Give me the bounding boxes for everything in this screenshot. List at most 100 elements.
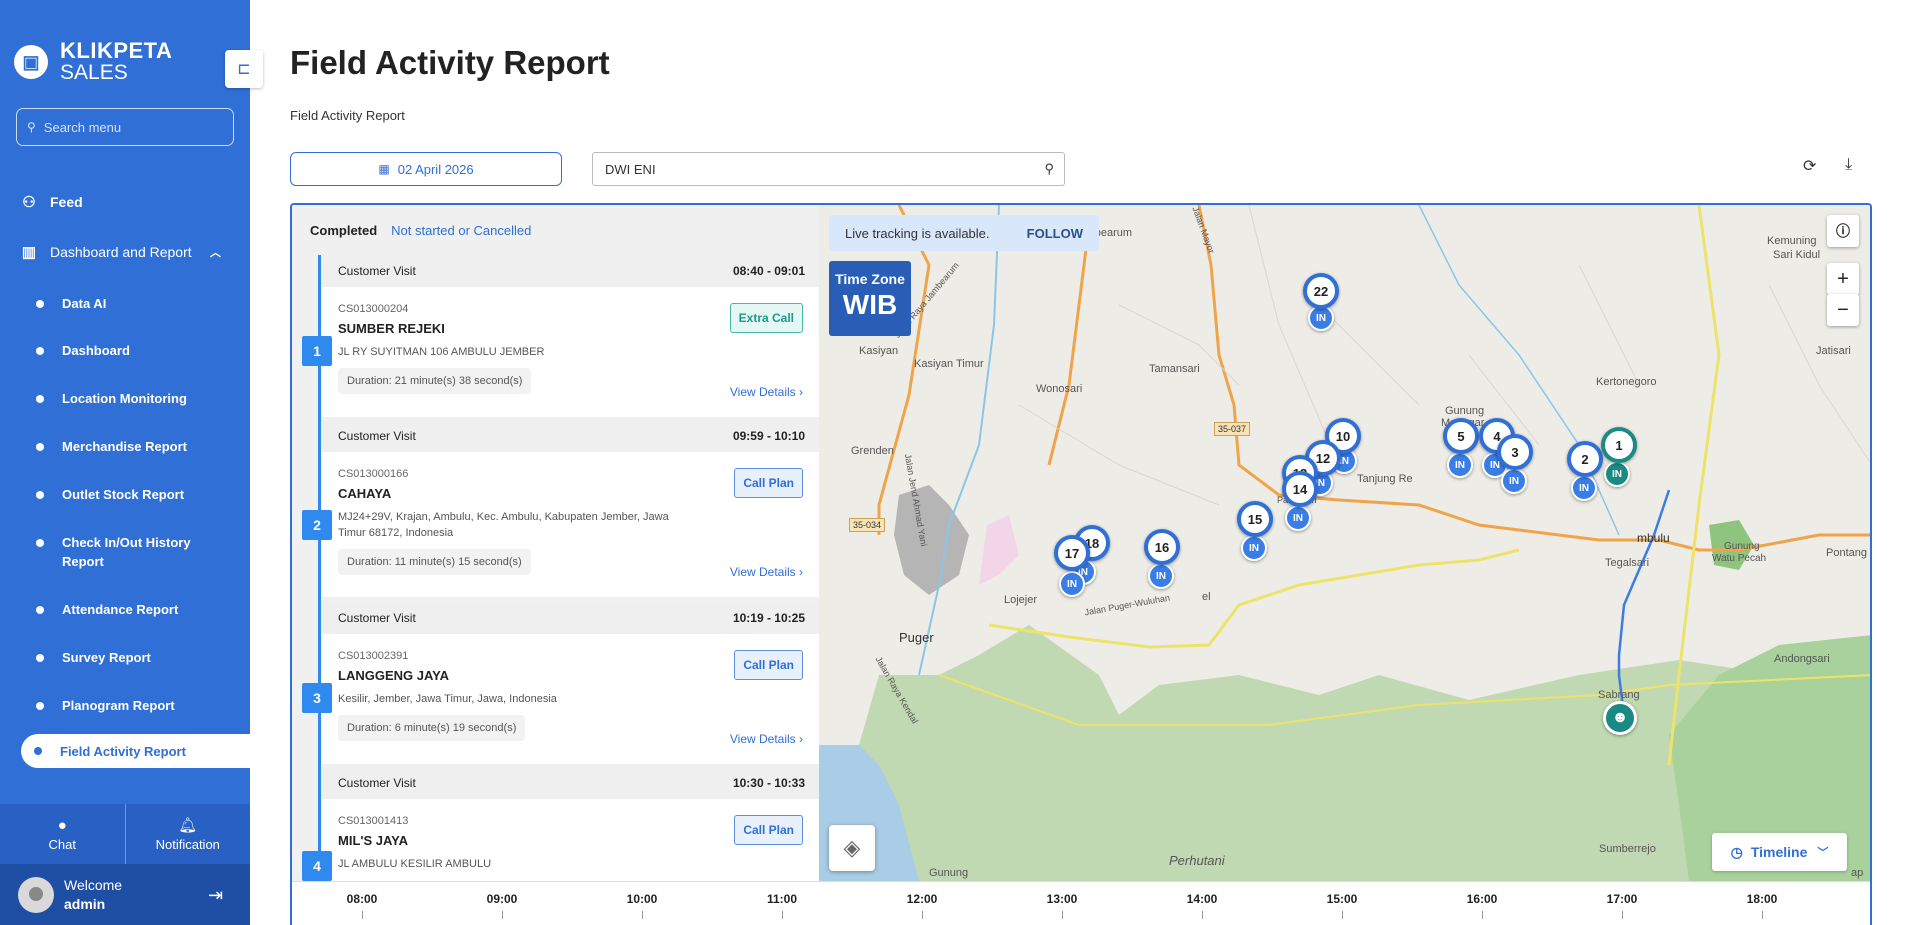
main-content: Field Activity Report Field Activity Rep…	[250, 0, 1913, 925]
visit-time: 08:40 - 09:01	[732, 264, 805, 278]
sidebar-item-outlet-stock-report[interactable]: Outlet Stock Report	[36, 485, 216, 504]
download-icon[interactable]: ⤓	[1845, 156, 1853, 173]
timeline-dropdown[interactable]: ◷ Timeline ﹀	[1712, 833, 1847, 871]
list-item[interactable]: Customer Visit 10:19 - 10:25 CS013002391 …	[292, 602, 819, 764]
notification-button[interactable]: 🔔︎ Notification	[126, 804, 251, 864]
layers-icon: ◈	[843, 835, 861, 860]
bullet-icon	[34, 747, 42, 755]
sidebar-toggle-button[interactable]: ⊏	[225, 50, 263, 88]
view-details-link[interactable]: View Details ›	[729, 565, 803, 579]
sidebar-item-merchandise-report[interactable]: Merchandise Report	[36, 437, 216, 456]
visit-name: MIL'S JAYA	[338, 833, 409, 848]
visit-name: LANGGENG JAYA	[338, 668, 450, 683]
map-pin-1[interactable]: 1	[1601, 427, 1637, 463]
tick-mark	[1482, 911, 1483, 919]
visit-time: 09:59 - 10:10	[732, 429, 805, 443]
map-pin-in[interactable]: IN	[1148, 563, 1174, 589]
sidebar-item-survey-report[interactable]: Survey Report	[36, 648, 216, 667]
view-details-link[interactable]: View Details ›	[729, 732, 803, 746]
time-zone-value: WIB	[842, 289, 898, 320]
visit-address: JL AMBULU KESILIR AMBULU	[338, 858, 492, 870]
follow-button[interactable]: FOLLOW	[1026, 225, 1083, 241]
time-axis[interactable]: 08:00 09:00 10:00 11:00 12:00 13:00 14:0…	[292, 881, 1870, 925]
map-label: Gunung	[1445, 405, 1485, 417]
tab-not-started[interactable]: Not started or Cancelled	[391, 222, 532, 238]
avatar[interactable]	[18, 876, 54, 913]
tab-completed[interactable]: Completed	[310, 222, 378, 238]
tick-mark	[1202, 911, 1203, 919]
refresh-icon[interactable]: ⟳	[1803, 158, 1817, 175]
map-info-button[interactable]: ⓘ	[1827, 215, 1859, 247]
live-tracking-banner: Live tracking is available. FOLLOW	[829, 215, 1099, 251]
tick-label: 18:00	[1746, 892, 1778, 906]
view-details-link[interactable]: View Details ›	[729, 385, 803, 399]
current-location-person-icon[interactable]: ☻	[1603, 701, 1637, 735]
live-tracking-text: Live tracking is available.	[845, 225, 990, 241]
map-pin-2[interactable]: 2	[1567, 441, 1603, 477]
map-pin-14[interactable]: 14	[1282, 471, 1318, 507]
map-pin-3[interactable]: 3	[1497, 434, 1533, 470]
user-search-value: DWI ENI	[605, 161, 656, 177]
sidebar-item-field-activity-report[interactable]: Field Activity Report	[21, 734, 250, 768]
map-label: Andongsari	[1774, 653, 1830, 665]
user-search-input[interactable]: DWI ENI ⚲	[592, 152, 1065, 186]
map-pin-10[interactable]: 10	[1325, 418, 1361, 454]
visit-code: CS013000204	[338, 303, 409, 315]
date-picker[interactable]: ▦ 02 April 2026	[290, 152, 562, 186]
map-layers-button[interactable]: ◈	[829, 825, 875, 871]
tick-label: 14:00	[1186, 892, 1218, 906]
sidebar-item-feed[interactable]: ⚇ Feed	[18, 193, 82, 211]
search-menu-input[interactable]: ⚲ Search menu	[16, 108, 234, 146]
sidebar-item-dashboard-and-report[interactable]: ▥ Dashboard and Report ︿	[18, 243, 248, 261]
list-item[interactable]: Customer Visit 09:59 - 10:10 CS013000166 …	[292, 420, 819, 597]
map-pin-in[interactable]: IN	[1241, 535, 1267, 561]
map-pin-in[interactable]: IN	[1571, 475, 1597, 501]
map-pin-in[interactable]: IN	[1285, 505, 1311, 531]
sidebar-item-checkinout-history[interactable]: Check In/Out History Report	[36, 533, 206, 571]
status-badge: Call Plan	[734, 815, 803, 845]
sidebar-item-attendance-report[interactable]: Attendance Report	[36, 600, 216, 619]
sidebar-item-location-monitoring[interactable]: Location Monitoring	[36, 389, 216, 408]
brand[interactable]: ▣ KLIKPETA SALES	[14, 40, 172, 84]
map-pin-in[interactable]: IN	[1501, 468, 1527, 494]
map-pin-22[interactable]: 22	[1303, 273, 1339, 309]
sidebar-item-label: Field Activity Report	[60, 743, 186, 759]
status-badge: Call Plan	[734, 468, 803, 498]
visit-code: CS013002391	[338, 650, 409, 662]
map[interactable]: Jambearum Kasiyan Kasiyan Timur Wonosari…	[819, 205, 1870, 881]
visit-duration: Duration: 6 minute(s) 19 second(s)	[338, 715, 526, 741]
map-label: Sabrang	[1598, 689, 1640, 701]
bullet-icon	[36, 654, 44, 662]
tick-mark	[922, 911, 923, 919]
visit-code: CS013001413	[338, 815, 409, 827]
visit-type: Customer Visit	[338, 611, 416, 625]
map-pin-in[interactable]: IN	[1447, 452, 1473, 478]
visit-address: JL RY SUYITMAN 106 AMBULU JEMBER	[338, 346, 545, 358]
map-label: Tamansari	[1149, 363, 1200, 375]
bullet-icon	[36, 606, 44, 614]
chevron-down-icon: ﹀	[1817, 847, 1829, 859]
status-badge: Call Plan	[734, 650, 803, 680]
map-pin-in[interactable]: IN	[1059, 571, 1085, 597]
map-pin-15[interactable]: 15	[1237, 501, 1273, 537]
list-item[interactable]: Customer Visit 10:30 - 10:33 CS013001413 …	[292, 767, 819, 881]
sidebar-item-label: Data AI	[62, 296, 107, 311]
sidebar-item-planogram-report[interactable]: Planogram Report	[36, 696, 216, 715]
map-pin-16[interactable]: 16	[1144, 529, 1180, 565]
sidebar-item-data-ai[interactable]: Data AI	[36, 294, 216, 313]
map-pin-5[interactable]: 5	[1443, 418, 1479, 454]
zoom-in-button[interactable]: +	[1827, 263, 1859, 295]
logout-icon[interactable]: ⇥	[208, 885, 224, 905]
sidebar-item-dashboard[interactable]: Dashboard	[36, 341, 216, 360]
list-item[interactable]: Customer Visit 08:40 - 09:01 CS013000204 …	[292, 255, 819, 417]
sidebar-item-label: Planogram Report	[62, 698, 175, 713]
chat-button[interactable]: ● Chat	[0, 804, 126, 864]
zoom-out-button[interactable]: −	[1827, 294, 1859, 326]
search-icon[interactable]: ⚲	[1044, 161, 1054, 176]
map-pin-17[interactable]: 17	[1054, 535, 1090, 571]
visit-number: 3	[302, 683, 332, 713]
map-pin-in[interactable]: IN	[1604, 461, 1630, 487]
tick-label: 15:00	[1326, 892, 1358, 906]
map-label: ap	[1851, 867, 1864, 879]
sidebar-item-label: Dashboard	[62, 343, 130, 358]
